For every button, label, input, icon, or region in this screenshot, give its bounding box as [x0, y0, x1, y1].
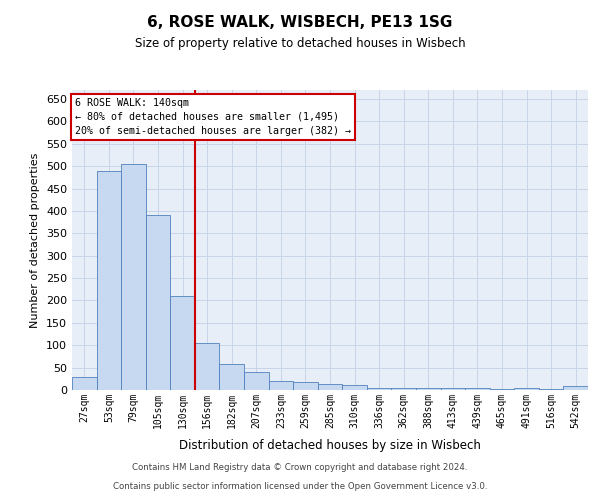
Bar — [465, 388, 490, 390]
Text: 6 ROSE WALK: 140sqm
← 80% of detached houses are smaller (1,495)
20% of semi-det: 6 ROSE WALK: 140sqm ← 80% of detached ho… — [74, 98, 350, 136]
Text: Contains public sector information licensed under the Open Government Licence v3: Contains public sector information licen… — [113, 482, 487, 491]
Bar — [72, 376, 97, 390]
Bar — [563, 386, 588, 390]
Text: Size of property relative to detached houses in Wisbech: Size of property relative to detached ho… — [134, 38, 466, 51]
Bar — [97, 170, 121, 390]
Y-axis label: Number of detached properties: Number of detached properties — [31, 152, 40, 328]
Bar — [121, 164, 146, 390]
Bar — [195, 343, 220, 390]
Bar — [490, 388, 514, 390]
Text: Contains HM Land Registry data © Crown copyright and database right 2024.: Contains HM Land Registry data © Crown c… — [132, 464, 468, 472]
Bar — [293, 382, 318, 390]
Bar — [318, 384, 342, 390]
Bar — [170, 296, 195, 390]
Bar — [269, 381, 293, 390]
Bar — [367, 388, 391, 390]
Bar — [244, 372, 269, 390]
Bar — [514, 388, 539, 390]
X-axis label: Distribution of detached houses by size in Wisbech: Distribution of detached houses by size … — [179, 439, 481, 452]
Bar — [440, 388, 465, 390]
Bar — [391, 388, 416, 390]
Bar — [539, 388, 563, 390]
Text: 6, ROSE WALK, WISBECH, PE13 1SG: 6, ROSE WALK, WISBECH, PE13 1SG — [148, 15, 452, 30]
Bar — [220, 364, 244, 390]
Bar — [416, 388, 440, 390]
Bar — [342, 384, 367, 390]
Bar — [146, 216, 170, 390]
